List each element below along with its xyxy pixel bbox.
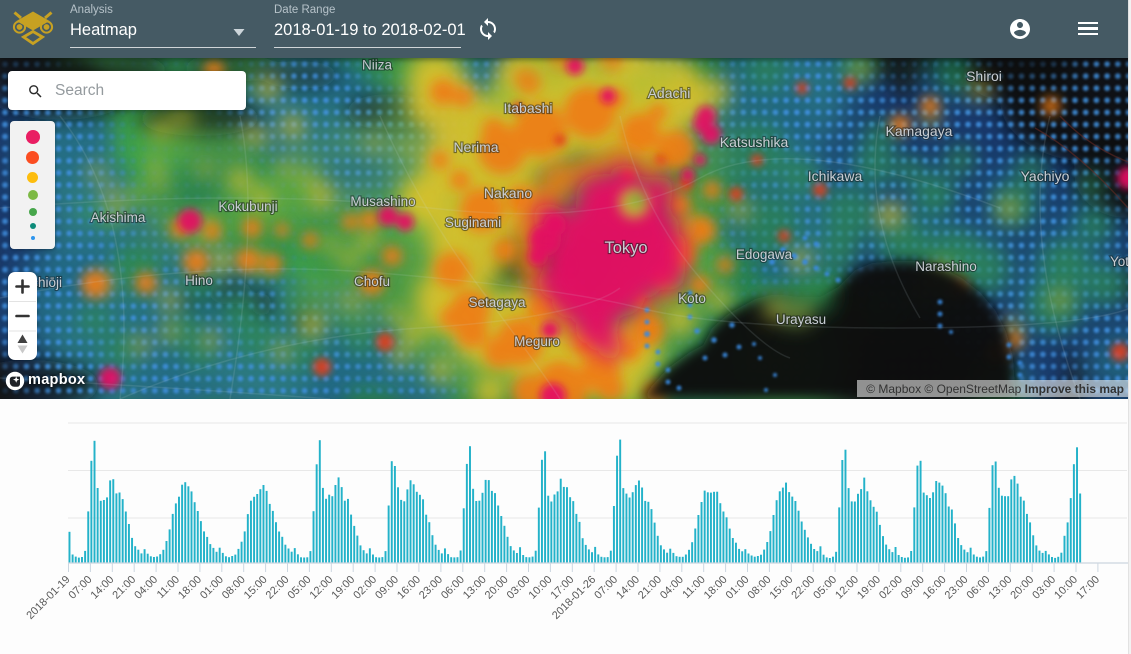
svg-text:Urayasu: Urayasu — [776, 312, 826, 327]
svg-text:2018-01-19: 2018-01-19 — [24, 574, 72, 622]
svg-text:15:00: 15:00 — [242, 574, 270, 602]
svg-text:Yotsukaidō: Yotsukaidō — [1110, 254, 1131, 269]
svg-text:12:00: 12:00 — [307, 574, 335, 602]
svg-text:Chofu: Chofu — [354, 274, 390, 289]
svg-text:06:00: 06:00 — [965, 574, 993, 602]
svg-text:Narashino: Narashino — [915, 259, 977, 274]
svg-text:Nerima: Nerima — [453, 139, 498, 155]
svg-text:Ichikawa: Ichikawa — [808, 168, 863, 184]
svg-text:20:00: 20:00 — [483, 574, 511, 602]
svg-text:Kamagaya: Kamagaya — [886, 123, 953, 139]
svg-text:20:00: 20:00 — [1008, 574, 1036, 602]
svg-text:Koto: Koto — [678, 291, 706, 306]
svg-text:Niiza: Niiza — [362, 58, 392, 73]
svg-text:04:00: 04:00 — [132, 574, 160, 602]
svg-text:Tokyo: Tokyo — [604, 239, 647, 257]
svg-text:02:00: 02:00 — [351, 574, 379, 602]
svg-text:14:00: 14:00 — [614, 574, 642, 602]
svg-text:19:00: 19:00 — [855, 574, 883, 602]
svg-text:Musashino: Musashino — [350, 194, 415, 209]
svg-text:09:00: 09:00 — [899, 574, 927, 602]
svg-text:Kokubunji: Kokubunji — [218, 199, 277, 214]
svg-text:22:00: 22:00 — [264, 574, 292, 602]
svg-text:18:00: 18:00 — [702, 574, 730, 602]
svg-text:23:00: 23:00 — [943, 574, 971, 602]
svg-text:Akishima: Akishima — [91, 210, 146, 225]
svg-text:15:00: 15:00 — [767, 574, 795, 602]
svg-text:17:00: 17:00 — [1074, 574, 1102, 602]
svg-text:14:00: 14:00 — [88, 574, 116, 602]
svg-text:02:00: 02:00 — [877, 574, 905, 602]
svg-text:05:00: 05:00 — [811, 574, 839, 602]
svg-text:16:00: 16:00 — [921, 574, 949, 602]
svg-text:01:00: 01:00 — [198, 574, 226, 602]
svg-text:18:00: 18:00 — [176, 574, 204, 602]
svg-text:08:00: 08:00 — [220, 574, 248, 602]
svg-text:Suginami: Suginami — [445, 215, 501, 230]
svg-text:Shiroi: Shiroi — [966, 68, 1002, 84]
svg-text:Yachiyo: Yachiyo — [1021, 168, 1070, 184]
svg-text:21:00: 21:00 — [110, 574, 138, 602]
svg-text:Setagaya: Setagaya — [468, 295, 526, 310]
svg-text:01:00: 01:00 — [724, 574, 752, 602]
svg-text:13:00: 13:00 — [986, 574, 1014, 602]
svg-text:04:00: 04:00 — [658, 574, 686, 602]
svg-text:Katsushika: Katsushika — [720, 134, 789, 150]
svg-text:Meguro: Meguro — [514, 334, 560, 349]
svg-text:Itabashi: Itabashi — [503, 100, 552, 116]
svg-text:06:00: 06:00 — [439, 574, 467, 602]
svg-text:21:00: 21:00 — [636, 574, 664, 602]
svg-text:11:00: 11:00 — [680, 574, 707, 601]
svg-text:Hino: Hino — [185, 273, 213, 288]
svg-text:10:00: 10:00 — [527, 574, 555, 602]
svg-text:03:00: 03:00 — [1030, 574, 1058, 602]
svg-text:12:00: 12:00 — [833, 574, 861, 602]
svg-text:05:00: 05:00 — [286, 574, 314, 602]
svg-text:16:00: 16:00 — [395, 574, 423, 602]
svg-text:22:00: 22:00 — [789, 574, 817, 602]
svg-text:Edogawa: Edogawa — [736, 247, 793, 262]
svg-text:Nakano: Nakano — [484, 185, 532, 201]
svg-text:08:00: 08:00 — [746, 574, 774, 602]
svg-text:07:00: 07:00 — [67, 574, 95, 602]
svg-text:Adachi: Adachi — [648, 85, 691, 101]
svg-text:03:00: 03:00 — [505, 574, 533, 602]
svg-text:07:00: 07:00 — [592, 574, 620, 602]
svg-text:11:00: 11:00 — [155, 574, 182, 601]
svg-text:13:00: 13:00 — [461, 574, 489, 602]
svg-text:09:00: 09:00 — [373, 574, 401, 602]
svg-text:10:00: 10:00 — [1052, 574, 1080, 602]
svg-text:23:00: 23:00 — [417, 574, 445, 602]
svg-text:19:00: 19:00 — [329, 574, 357, 602]
